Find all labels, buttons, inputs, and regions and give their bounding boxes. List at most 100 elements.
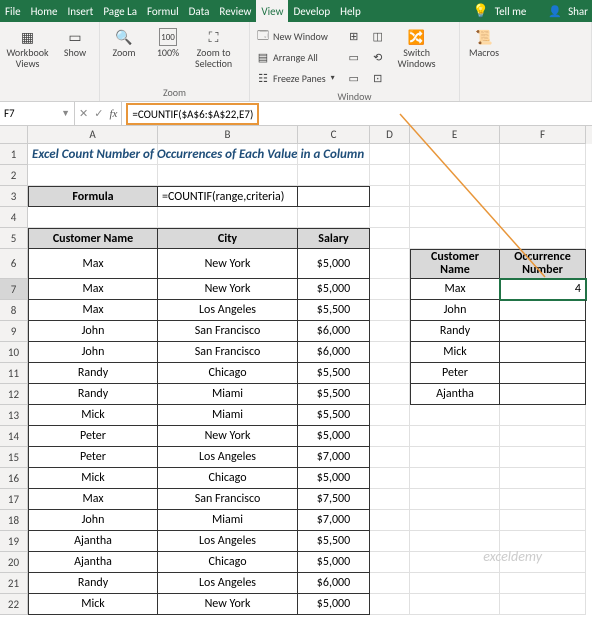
cell[interactable]: [298, 144, 370, 165]
main-name-cell[interactable]: Mick: [28, 405, 158, 426]
tab-develop[interactable]: Develop: [288, 0, 335, 22]
tab-insert[interactable]: Insert: [63, 0, 99, 22]
main-name-cell[interactable]: Mick: [28, 468, 158, 489]
main-city-cell[interactable]: San Francisco: [158, 342, 298, 363]
row-header[interactable]: 17: [0, 489, 28, 510]
main-name-cell[interactable]: Peter: [28, 426, 158, 447]
row-header[interactable]: 10: [0, 342, 28, 363]
main-city-cell[interactable]: Los Angeles: [158, 573, 298, 594]
tab-home[interactable]: Home: [26, 0, 63, 22]
cell[interactable]: [370, 573, 410, 594]
tab-file[interactable]: File: [0, 0, 26, 22]
header-customer-name[interactable]: Customer Name: [28, 228, 158, 249]
window-opt-3[interactable]: ▭: [345, 68, 363, 88]
freeze-panes-button[interactable]: ☷Freeze Panes▾: [254, 68, 337, 88]
main-city-cell[interactable]: Chicago: [158, 363, 298, 384]
main-salary-cell[interactable]: $5,000: [298, 249, 370, 279]
row-header[interactable]: 14: [0, 426, 28, 447]
main-salary-cell[interactable]: $5,000: [298, 279, 370, 300]
row-header[interactable]: 11: [0, 363, 28, 384]
cell[interactable]: [410, 552, 500, 573]
cell[interactable]: [500, 573, 586, 594]
cell[interactable]: [370, 342, 410, 363]
cell[interactable]: [370, 144, 410, 165]
select-all-corner[interactable]: [0, 126, 28, 144]
cell[interactable]: [370, 228, 410, 249]
cell[interactable]: [28, 207, 158, 228]
row-header[interactable]: 20: [0, 552, 28, 573]
main-salary-cell[interactable]: $5,500: [298, 384, 370, 405]
cell[interactable]: [370, 489, 410, 510]
tab-view[interactable]: View: [256, 0, 288, 22]
window-opt-2[interactable]: ▭: [345, 47, 363, 67]
cell[interactable]: [158, 144, 298, 165]
cell[interactable]: [28, 165, 158, 186]
main-city-cell[interactable]: Chicago: [158, 468, 298, 489]
row-header[interactable]: 3: [0, 186, 28, 207]
cell[interactable]: [370, 186, 410, 207]
tab-pagela[interactable]: Page La: [98, 0, 142, 22]
show-button[interactable]: ▭ Show: [55, 26, 95, 60]
tab-data[interactable]: Data: [184, 0, 215, 22]
row-header[interactable]: 18: [0, 510, 28, 531]
window-opt-4[interactable]: ◫: [369, 26, 387, 46]
main-name-cell[interactable]: John: [28, 342, 158, 363]
main-city-cell[interactable]: San Francisco: [158, 489, 298, 510]
main-salary-cell[interactable]: $5,000: [298, 594, 370, 615]
cell[interactable]: [410, 144, 500, 165]
main-city-cell[interactable]: Miami: [158, 405, 298, 426]
main-salary-cell[interactable]: $5,500: [298, 531, 370, 552]
cell[interactable]: [410, 510, 500, 531]
side-occ-cell[interactable]: 4: [500, 279, 586, 300]
main-city-cell[interactable]: New York: [158, 279, 298, 300]
side-name-cell[interactable]: John: [410, 300, 500, 321]
row-header[interactable]: 16: [0, 468, 28, 489]
side-name-cell[interactable]: Ajantha: [410, 384, 500, 405]
row-header[interactable]: 9: [0, 321, 28, 342]
share-button[interactable]: Shar: [568, 5, 588, 18]
col-header-B[interactable]: B: [158, 126, 298, 144]
row-header[interactable]: 12: [0, 384, 28, 405]
cell[interactable]: [370, 207, 410, 228]
main-name-cell[interactable]: Max: [28, 489, 158, 510]
arrange-all-button[interactable]: ▤Arrange All: [254, 47, 337, 67]
row-header[interactable]: 6: [0, 249, 28, 279]
main-salary-cell[interactable]: $5,500: [298, 300, 370, 321]
macros-button[interactable]: 📜 Macros: [464, 26, 504, 60]
cell[interactable]: [158, 165, 298, 186]
cell[interactable]: [500, 207, 586, 228]
main-name-cell[interactable]: Max: [28, 249, 158, 279]
window-opt-5[interactable]: ⟲: [369, 47, 387, 67]
zoom-button[interactable]: 🔍 Zoom: [104, 26, 144, 60]
main-city-cell[interactable]: Los Angeles: [158, 531, 298, 552]
main-name-cell[interactable]: Mick: [28, 594, 158, 615]
main-city-cell[interactable]: New York: [158, 594, 298, 615]
col-header-D[interactable]: D: [370, 126, 410, 144]
cell[interactable]: [500, 165, 586, 186]
row-header[interactable]: 2: [0, 165, 28, 186]
main-city-cell[interactable]: Los Angeles: [158, 300, 298, 321]
main-name-cell[interactable]: Peter: [28, 447, 158, 468]
cell[interactable]: [370, 405, 410, 426]
main-city-cell[interactable]: Chicago: [158, 552, 298, 573]
cell[interactable]: [370, 552, 410, 573]
tab-formul[interactable]: Formul: [142, 0, 184, 22]
row-header[interactable]: 8: [0, 300, 28, 321]
main-salary-cell[interactable]: $6,000: [298, 573, 370, 594]
cell[interactable]: [410, 468, 500, 489]
row-header[interactable]: 22: [0, 594, 28, 615]
main-name-cell[interactable]: Max: [28, 300, 158, 321]
main-salary-cell[interactable]: $7,000: [298, 447, 370, 468]
row-header[interactable]: 19: [0, 531, 28, 552]
fx-icon[interactable]: fx: [109, 108, 117, 120]
cell[interactable]: [410, 165, 500, 186]
main-salary-cell[interactable]: $5,000: [298, 426, 370, 447]
zoom-selection-button[interactable]: ⛶ Zoom toSelection: [192, 26, 235, 71]
main-salary-cell[interactable]: $6,000: [298, 342, 370, 363]
main-name-cell[interactable]: Ajantha: [28, 531, 158, 552]
side-occ-cell[interactable]: [500, 363, 586, 384]
main-name-cell[interactable]: John: [28, 321, 158, 342]
col-header-E[interactable]: E: [410, 126, 500, 144]
main-city-cell[interactable]: Miami: [158, 384, 298, 405]
formula-label-cell[interactable]: Formula: [28, 186, 158, 207]
